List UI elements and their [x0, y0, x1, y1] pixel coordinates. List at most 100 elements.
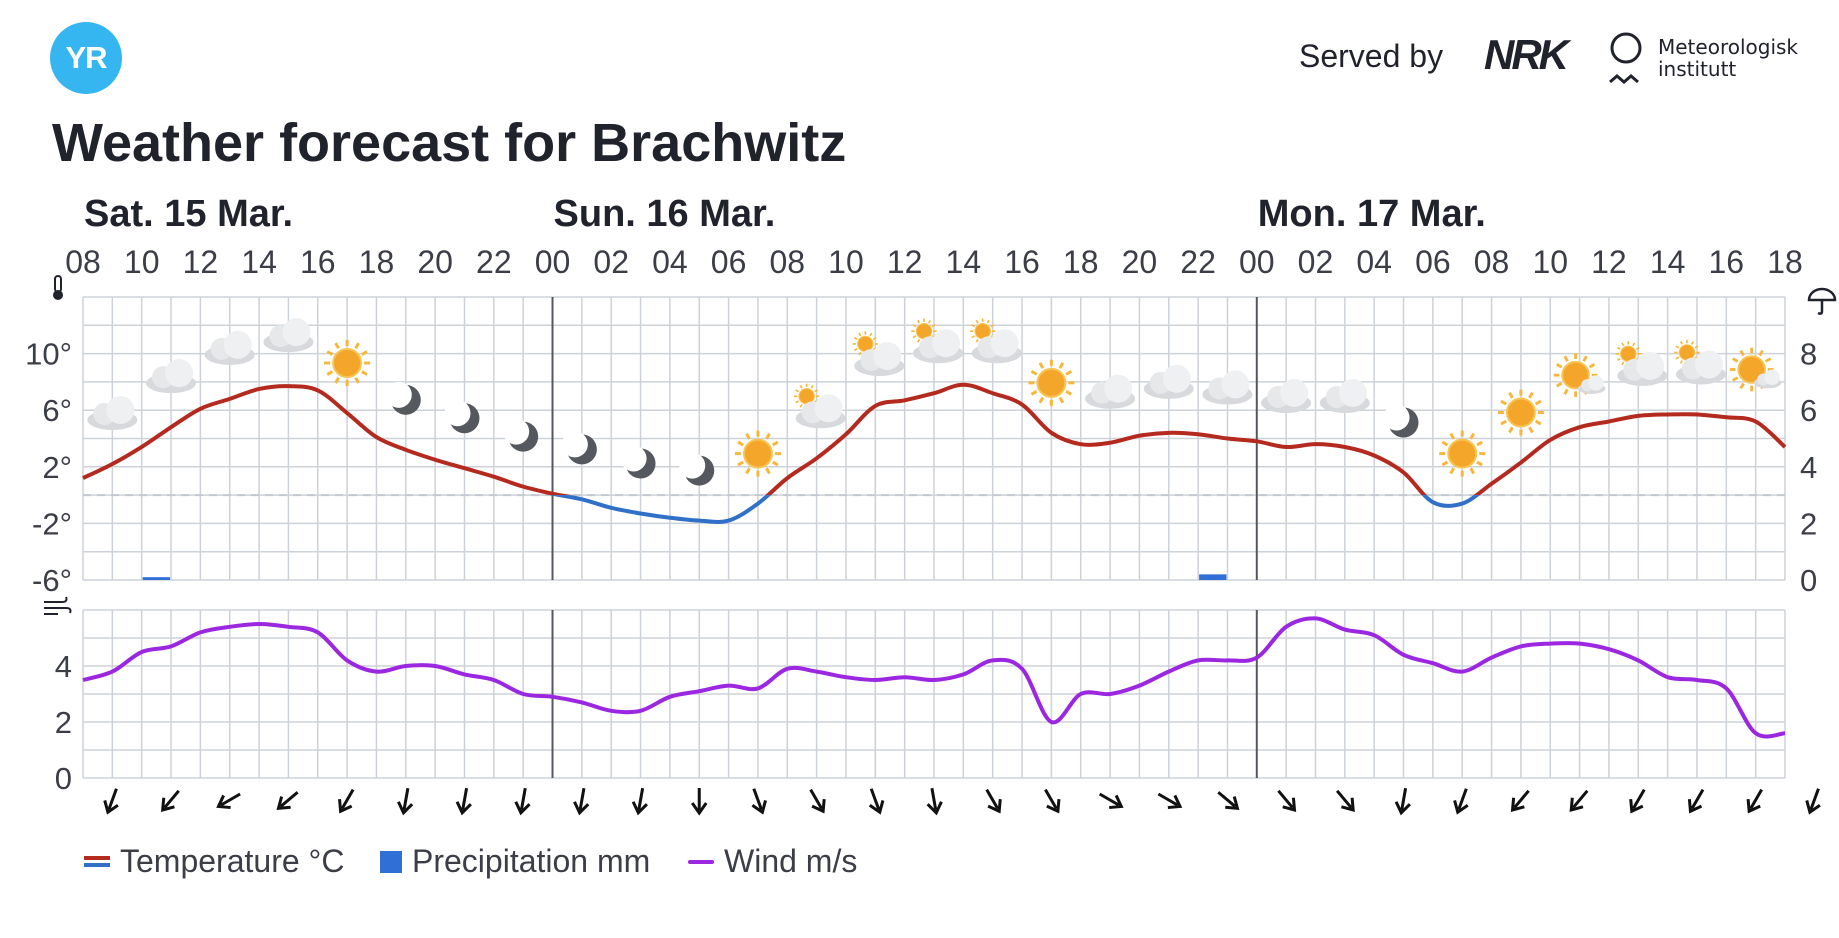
wind-arrow-shaft	[985, 788, 999, 810]
sun-ray	[1476, 440, 1483, 447]
wind-arrow-head	[1046, 798, 1061, 814]
sun-ray	[1732, 357, 1739, 363]
wind-arrow-icon	[1044, 788, 1061, 814]
sun-ray	[1449, 467, 1456, 475]
wind-arrow-head	[751, 800, 767, 815]
sun-ray	[1441, 440, 1449, 447]
hour-tick-label: 12	[887, 244, 923, 280]
wind-swatch-icon	[688, 859, 714, 864]
sun-ray	[361, 350, 368, 356]
cloudy-icon	[1202, 370, 1253, 405]
wind-arrow-shaft	[1809, 788, 1820, 810]
wind-arrow-icon	[1217, 791, 1240, 811]
sun-ray	[771, 440, 779, 447]
wind-arrow-icon	[1805, 788, 1821, 815]
cloud-shape	[854, 341, 905, 376]
yr-logo[interactable]: YR	[50, 22, 122, 94]
wind-arrow-shaft	[279, 791, 299, 808]
precip-axis-tick: 4	[1800, 450, 1817, 485]
cloud-puff	[1104, 374, 1133, 403]
sun-ray	[912, 324, 917, 328]
cloud-shape	[1675, 350, 1726, 385]
hour-tick-label: 10	[1532, 244, 1568, 280]
cloud-shape	[204, 330, 255, 365]
sun-icon	[1028, 359, 1075, 406]
wind-arrow-shaft	[1572, 789, 1589, 809]
sun-ray	[1038, 362, 1045, 369]
wind-arrow-head	[1394, 801, 1411, 816]
wind-arrow-shaft	[1044, 788, 1058, 810]
wind-arrow-head	[276, 796, 291, 811]
wind-arrow-head	[1167, 794, 1183, 810]
sun-ray	[1469, 467, 1476, 475]
sun-ray	[765, 432, 771, 440]
cloud-puff	[165, 359, 194, 388]
cloud-shape	[1202, 370, 1253, 405]
hour-tick-label: 02	[593, 244, 629, 280]
temperature-swatch-icon	[84, 855, 110, 867]
legend-precipitation: Precipitation mm	[380, 843, 650, 880]
wind-arrow-shaft	[519, 787, 527, 811]
precip-axis-tick: 0	[1800, 563, 1817, 598]
sun-disc	[332, 348, 363, 379]
partly-cloudy-icon	[970, 318, 1022, 364]
precip-axis-tick: 2	[1800, 506, 1817, 541]
wind-arrow-head	[1746, 798, 1761, 814]
met-institute-name[interactable]: Meteorologisk institutt	[1658, 36, 1798, 80]
sun-ray	[799, 403, 803, 408]
sun-ray	[912, 335, 917, 339]
sun-ray	[1675, 345, 1680, 349]
cloud-shape	[1085, 374, 1136, 409]
cloudy-icon	[1085, 374, 1136, 409]
sun-ray	[916, 319, 921, 324]
sun-ray	[1508, 391, 1514, 399]
wind-arrow-icon	[514, 787, 531, 816]
sun-ray	[1441, 460, 1449, 467]
temp-axis-tick: 6°	[42, 393, 72, 428]
hour-tick-label: 06	[711, 244, 747, 280]
sun-ray	[795, 389, 799, 393]
precipitation-swatch-icon	[380, 850, 402, 873]
legend-temperature-label: Temperature °C	[120, 843, 345, 879]
sun-ray	[795, 400, 799, 404]
sun-ray	[990, 324, 995, 328]
moon-icon	[1383, 404, 1419, 438]
hour-tick-label: 16	[1004, 244, 1040, 280]
cloud-puff	[1280, 378, 1309, 407]
wind-arrow-shaft	[1335, 789, 1353, 809]
moon-shape	[503, 418, 539, 452]
moon-shape	[1383, 404, 1419, 438]
sun-ray	[1058, 396, 1065, 404]
met-name-line1: Meteorologisk	[1658, 35, 1799, 59]
cloudy-icon	[204, 330, 255, 365]
sun-disc	[1447, 438, 1478, 469]
sun-ray	[737, 460, 744, 467]
sun-ray	[1732, 376, 1739, 382]
cloud-shape	[971, 329, 1022, 364]
wind-arrow-icon	[1746, 788, 1763, 814]
wind-arrow-shaft	[1513, 789, 1530, 809]
small-sun	[1615, 341, 1641, 367]
wind-arrow-shaft	[107, 788, 118, 810]
sun-ray	[869, 332, 873, 337]
cloud-shape	[263, 318, 314, 353]
wind-arrow-icon	[455, 787, 472, 816]
day-label: Mon. 17 Mar.	[1258, 193, 1486, 235]
sun-ray	[334, 342, 340, 350]
hour-tick-label: 08	[65, 244, 101, 280]
cloud-shape	[146, 359, 197, 394]
cloud-shape	[795, 394, 846, 429]
wind-arrow-shaft	[1400, 787, 1408, 811]
sun-icon	[324, 340, 371, 387]
wind-arrow-icon	[868, 788, 885, 815]
day-label: Sat. 15 Mar.	[84, 193, 293, 235]
cloud-puff	[814, 394, 843, 423]
wind-arrow-icon	[809, 788, 826, 814]
small-sun	[911, 318, 937, 344]
chart-grid	[82, 296, 1786, 779]
sun-ray	[1065, 390, 1073, 396]
nrk-logo[interactable]: NRK	[1484, 31, 1569, 78]
cloud-shape	[1319, 378, 1370, 413]
sun-ray	[1563, 355, 1569, 362]
